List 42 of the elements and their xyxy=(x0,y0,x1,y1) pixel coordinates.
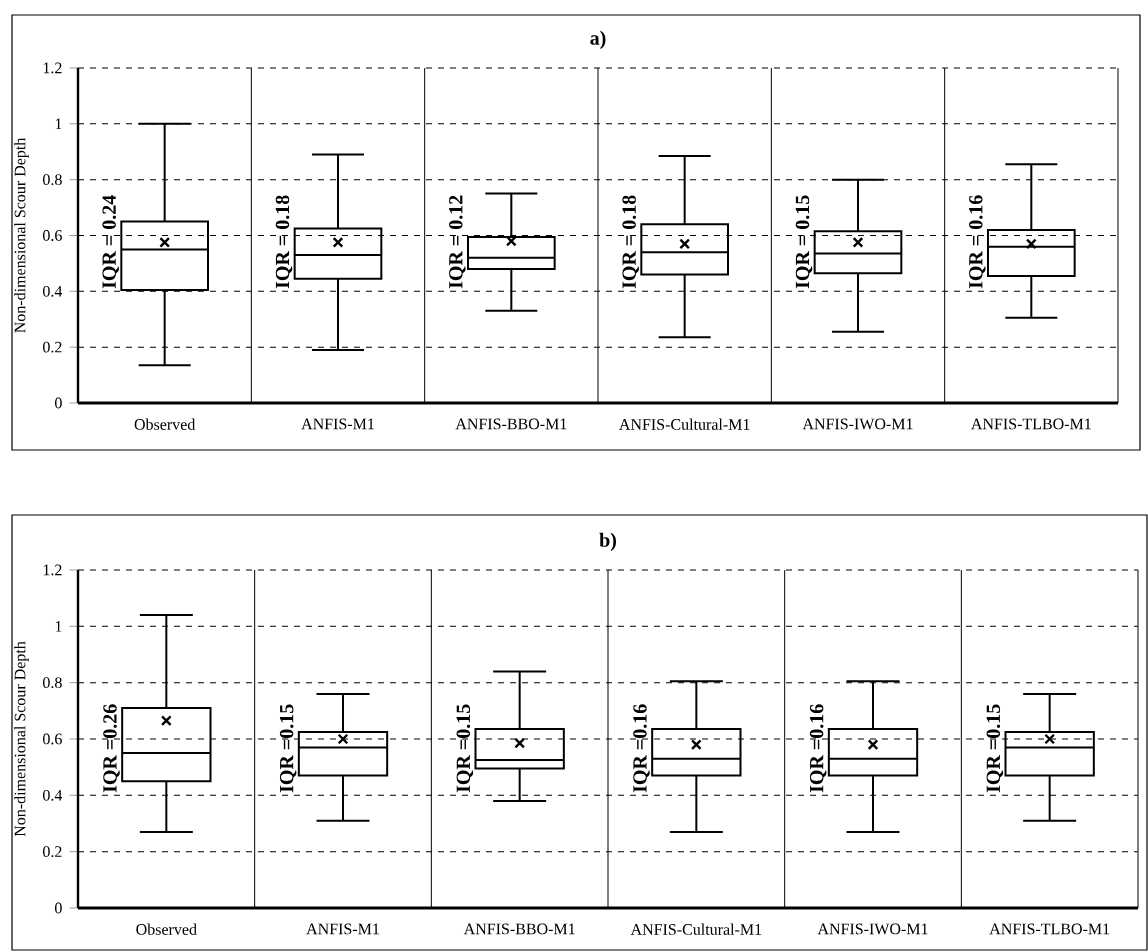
y-tick-label: 0.6 xyxy=(43,733,62,745)
y-tick-label: 0 xyxy=(55,902,62,914)
y-tick-label: 1.2 xyxy=(43,564,62,576)
y-tick-label: 0.4 xyxy=(43,789,63,801)
y-tick-label: 0 xyxy=(55,397,62,409)
annotation: IQR =0.15 xyxy=(986,704,1004,793)
y-axis-title: Non-dimensional Scour Depth xyxy=(14,641,29,837)
x-tick-label: ANFIS-TLBO-M1 xyxy=(971,418,1091,430)
annotation: IQR = 0.18 xyxy=(275,195,293,289)
x-tick-label: ANFIS-M1 xyxy=(301,418,374,430)
chart-title: a) xyxy=(590,30,606,49)
x-tick-label: ANFIS-BBO-M1 xyxy=(455,418,567,430)
y-tick-label: 0.4 xyxy=(43,285,63,297)
y-tick-label: 1.2 xyxy=(43,62,62,74)
x-tick-label: ANFIS-TLBO-M1 xyxy=(989,923,1110,935)
annotation: IQR =0.15 xyxy=(456,704,474,793)
y-tick-label: 0.6 xyxy=(43,230,62,241)
annotation: IQR = 0.24 xyxy=(102,195,119,289)
y-tick-label: 1 xyxy=(55,118,62,130)
chart-title: b) xyxy=(599,532,616,551)
y-tick-label: 1 xyxy=(55,621,62,632)
annotation: IQR = 0.12 xyxy=(449,195,466,289)
x-tick-label: ANFIS-M1 xyxy=(306,923,379,935)
x-tick-label: ANFIS-Cultural-M1 xyxy=(630,923,762,935)
annotation: IQR =0.16 xyxy=(809,704,827,793)
annotation: IQR = 0.18 xyxy=(622,195,639,289)
x-tick-label: ANFIS-Cultural-M1 xyxy=(619,418,750,430)
annotation: IQR = 0.16 xyxy=(969,195,986,289)
annotation: IQR = 0.15 xyxy=(795,195,813,289)
x-tick-label: ANFIS-IWO-M1 xyxy=(817,923,928,935)
x-tick-label: ANFIS-IWO-M1 xyxy=(802,418,913,430)
annotation: IQR =0.26 xyxy=(103,704,120,793)
annotation: IQR =0.15 xyxy=(279,704,297,793)
annotation: IQR =0.16 xyxy=(633,704,650,793)
y-axis-title: Non-dimensional Scour Depth xyxy=(14,137,29,333)
y-tick-label: 0.2 xyxy=(43,846,62,858)
x-tick-label: Observed xyxy=(136,923,197,935)
y-tick-label: 0.8 xyxy=(43,174,62,186)
y-tick-label: 0.2 xyxy=(43,341,62,353)
x-tick-label: ANFIS-BBO-M1 xyxy=(463,923,575,935)
y-tick-label: 0.8 xyxy=(43,677,62,689)
x-tick-label: Observed xyxy=(134,418,196,430)
